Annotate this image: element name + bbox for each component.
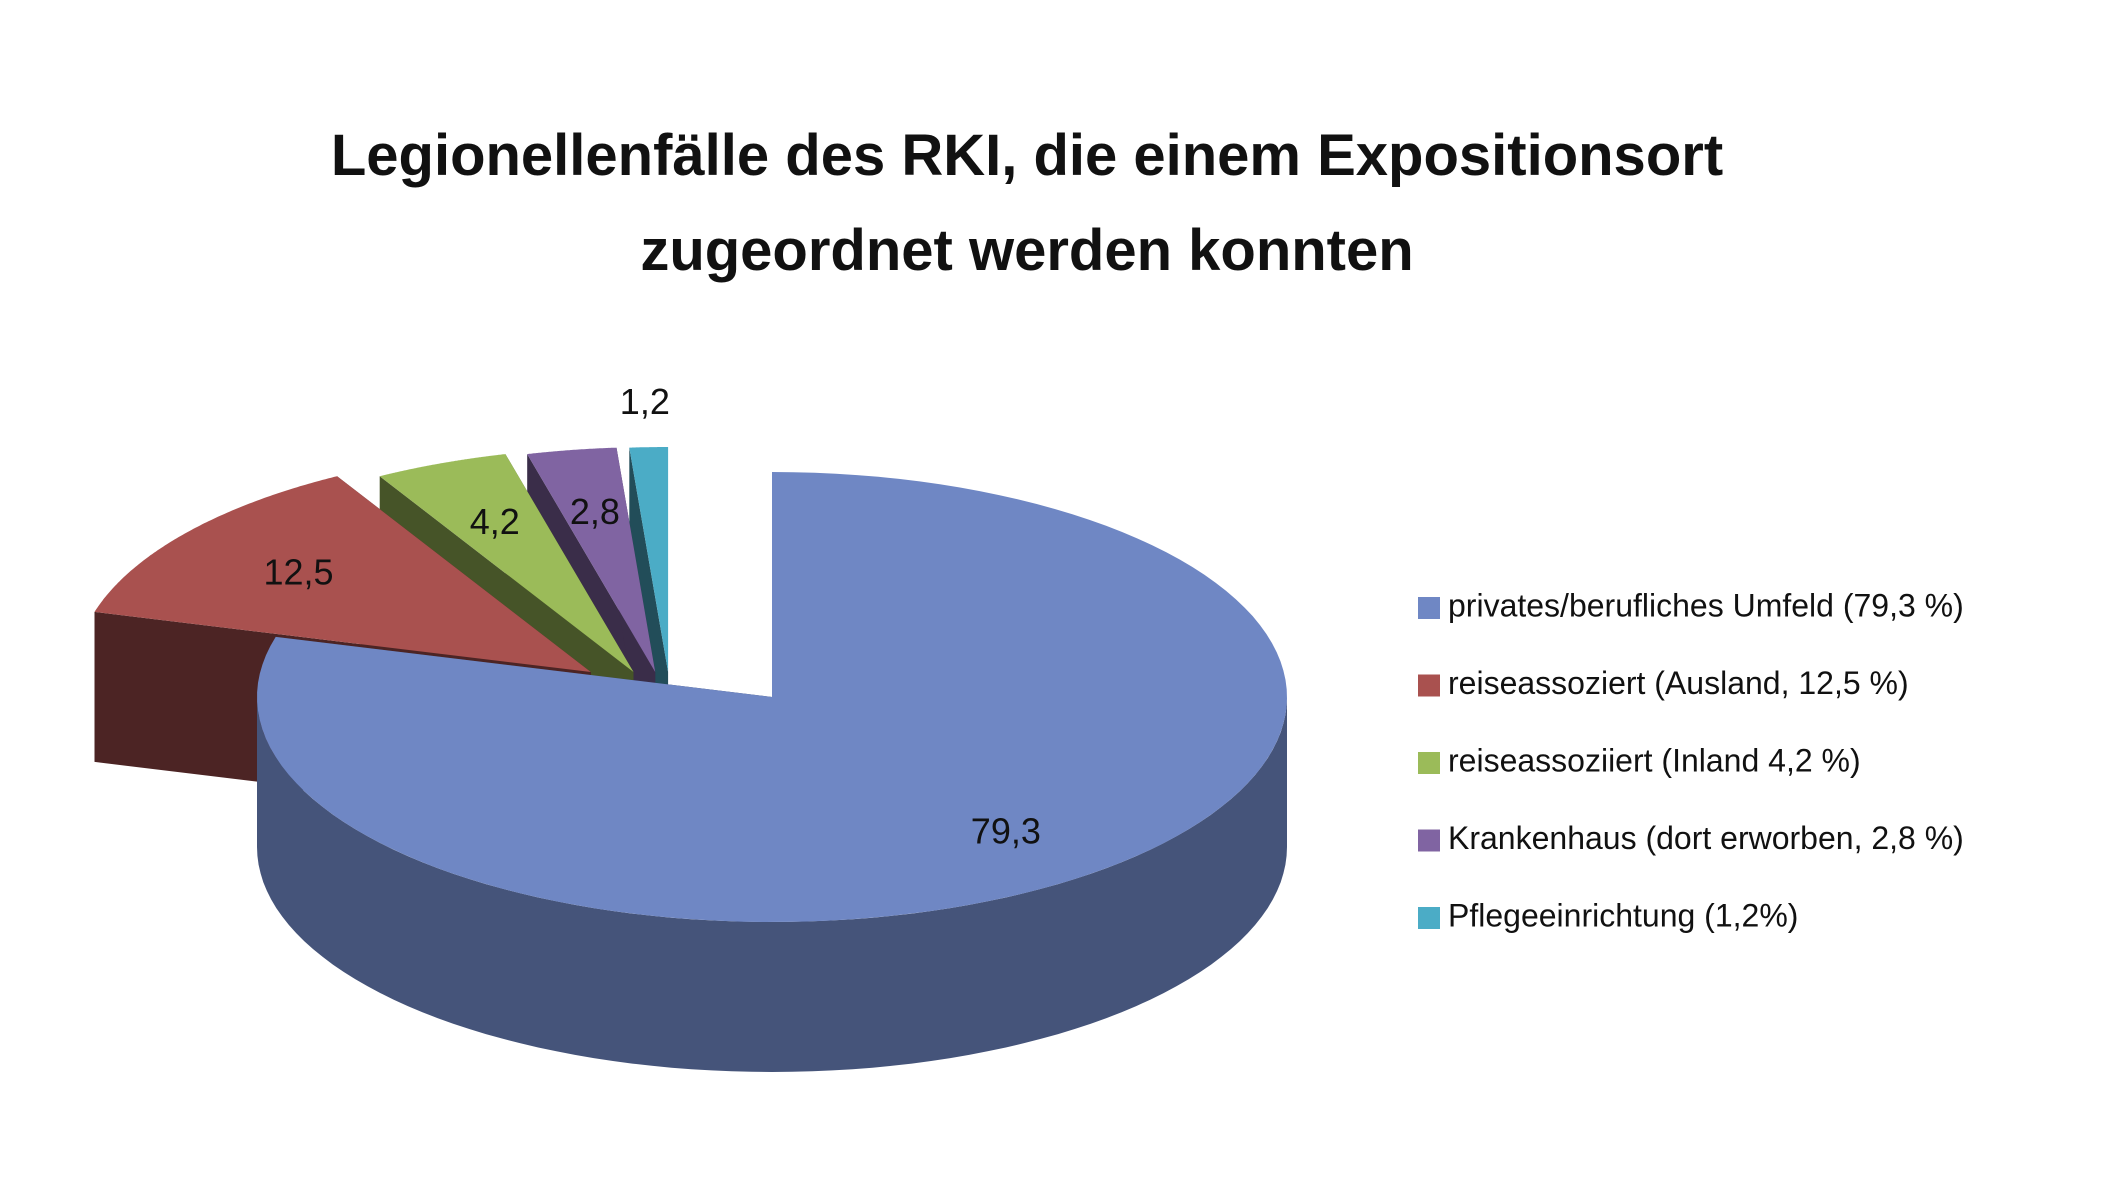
data-label: 2,8 [570,491,620,532]
legend-swatch [1418,829,1440,852]
legend-swatch [1418,674,1440,697]
legend-label: reiseassoziert (Ausland, 12,5 %) [1448,665,1909,701]
data-label: 79,3 [971,810,1041,851]
slice [629,447,669,672]
legend-swatch [1418,752,1440,774]
legend: privates/berufliches Umfeld (79,3 %) reis… [1418,587,1964,933]
slice-wall [257,697,1287,1072]
legend-label: Krankenhaus (dort erworben, 2,8 %) [1448,820,1964,856]
chart-title: zugeordnet werden konnten [640,218,1413,283]
pie: 79,3 12,5 4,2 2,8 1,2 [94,381,1288,1072]
chart-title: Legionellenfälle des RKI, die einem Expo… [331,123,1723,188]
data-label: 12,5 [263,551,333,592]
legend-swatch [1418,907,1440,929]
slice [379,454,634,672]
slice [257,472,1288,922]
slice [94,476,591,672]
legend-label: reiseassoziiert (Inland 4,2 %) [1448,742,1861,778]
slice [527,447,656,672]
data-label: 4,2 [470,501,520,542]
legend-label: privates/berufliches Umfeld (79,3 %) [1448,587,1964,623]
data-label: 1,2 [620,381,670,422]
legend-swatch [1418,597,1440,619]
legend-label: Pflegeeinrichtung (1,2%) [1448,897,1798,933]
